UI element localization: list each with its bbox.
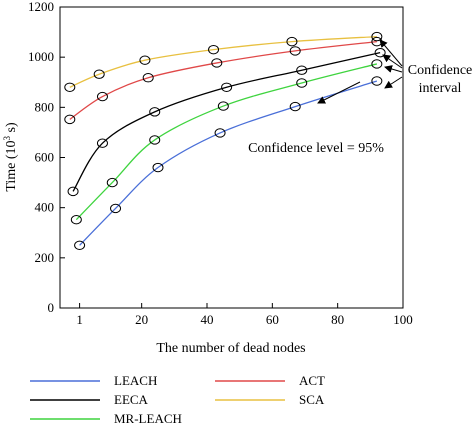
series-line-mr-leach — [75, 63, 378, 221]
point-mr-leach-5 — [371, 59, 383, 69]
series-curves — [69, 35, 381, 246]
point-sca-0 — [64, 82, 76, 92]
point-leach-1 — [110, 203, 122, 214]
point-eeca-2 — [149, 107, 161, 117]
point-act-4 — [289, 46, 301, 56]
x-tick-label-5: 100 — [393, 312, 413, 327]
series-line-sca — [69, 35, 377, 88]
legend-label-mr-leach: MR-LEACH — [114, 411, 182, 426]
y-tick-label-3: 600 — [35, 150, 55, 165]
point-mr-leach-1 — [106, 177, 118, 188]
x-axis-title: The number of dead nodes — [156, 341, 305, 356]
point-leach-5 — [371, 76, 383, 86]
x-tick-label-0: 1 — [76, 312, 83, 327]
point-sca-5 — [371, 31, 383, 42]
y-axis-title-sup: 3 — [2, 135, 12, 140]
y-axis-title: Time (103 s) — [2, 122, 19, 192]
series-line-leach — [79, 80, 378, 246]
y-tick-label-0: 0 — [48, 300, 55, 315]
point-mr-leach-4 — [296, 78, 308, 88]
point-act-3 — [211, 58, 223, 68]
confidence-arrow-3 — [384, 65, 403, 73]
series-line-act — [69, 40, 377, 120]
point-act-2 — [142, 73, 154, 83]
y-tick-label-2: 400 — [35, 200, 55, 215]
y-tick-label-5: 1000 — [28, 49, 54, 64]
point-mr-leach-2 — [149, 135, 161, 145]
confidence-interval-label-line2: interval — [419, 81, 462, 96]
y-tick-label-1: 200 — [35, 250, 55, 265]
plot-frame — [59, 6, 404, 309]
point-eeca-0 — [67, 186, 79, 197]
point-leach-0 — [74, 240, 86, 250]
point-eeca-4 — [296, 65, 308, 75]
confidence-level-arrow — [317, 81, 361, 104]
point-eeca-5 — [374, 47, 386, 58]
point-sca-1 — [93, 69, 105, 79]
confidence-arrow-2 — [382, 54, 403, 69]
x-tick-label-2: 40 — [201, 312, 214, 327]
legend-label-sca: SCA — [299, 392, 325, 407]
x-tick-label-3: 60 — [266, 312, 279, 327]
confidence-interval-label-line1: Confidence — [408, 63, 473, 78]
point-act-0 — [64, 114, 76, 125]
x-tick-label-4: 80 — [331, 312, 344, 327]
point-mr-leach-3 — [217, 101, 229, 111]
legend-label-leach: LEACH — [114, 373, 157, 388]
point-leach-3 — [214, 128, 226, 138]
point-mr-leach-0 — [70, 215, 82, 225]
y-tick-label-4: 800 — [35, 99, 55, 114]
confidence-level-label: Confidence level = 95% — [248, 141, 384, 156]
y-axis-title-main: Time (10 — [4, 140, 19, 191]
legend: LEACH EECA MR-LEACH ACT SCA — [30, 373, 325, 426]
y-tick-label-6: 1200 — [28, 0, 54, 14]
x-axis: 1 20 40 60 80 100 — [76, 303, 413, 327]
x-tick-label-1: 20 — [135, 312, 148, 327]
point-leach-2 — [152, 162, 164, 173]
confidence-arrow-4 — [384, 76, 403, 89]
point-sca-3 — [208, 44, 220, 55]
confidence-arrow-1 — [379, 39, 403, 67]
series-markers — [64, 31, 386, 250]
y-axis: 0 200 400 600 800 1000 1200 — [28, 0, 65, 315]
legend-label-act: ACT — [299, 373, 325, 388]
legend-label-eeca: EECA — [114, 392, 149, 407]
point-sca-4 — [286, 36, 298, 47]
point-eeca-1 — [96, 138, 108, 148]
point-eeca-3 — [221, 82, 233, 92]
point-leach-4 — [289, 101, 301, 112]
point-act-1 — [96, 91, 108, 102]
point-sca-2 — [139, 55, 151, 65]
y-axis-title-suffix: s) — [4, 122, 19, 136]
series-line-eeca — [72, 52, 381, 192]
